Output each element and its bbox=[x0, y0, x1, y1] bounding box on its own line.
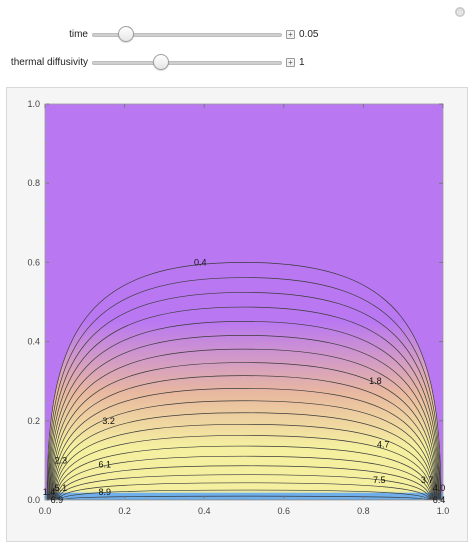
x-tick-label: 0.6 bbox=[278, 506, 291, 516]
contour-line bbox=[48, 306, 440, 500]
time-value: 0.05 bbox=[299, 29, 319, 40]
contour-line bbox=[51, 375, 437, 500]
y-tick-label: 0.8 bbox=[27, 178, 40, 188]
time-plus-icon[interactable]: + bbox=[286, 30, 295, 39]
contour-label: 2.3 bbox=[55, 455, 68, 465]
contour-label: 6.9 bbox=[51, 495, 64, 505]
contour-label: 6.4 bbox=[433, 495, 446, 505]
plot-panel: 0.0 0.2 0.4 0.6 0.8 1.0 0.0 0.2 0.4 0.6 0.8 1.0 0.4… bbox=[6, 87, 468, 542]
contour-label: 3.7 bbox=[421, 475, 434, 485]
contour-line bbox=[56, 455, 432, 500]
contour-line bbox=[50, 348, 438, 500]
y-tick-label: 0.6 bbox=[27, 257, 40, 267]
contour-line bbox=[53, 400, 435, 500]
contour-line bbox=[49, 321, 439, 500]
contour-line bbox=[47, 292, 441, 500]
x-tick-label: 0.8 bbox=[357, 506, 370, 516]
thermal-diffusivity-slider-track[interactable] bbox=[92, 61, 282, 65]
contour-line bbox=[51, 362, 437, 500]
contour-label: 5.1 bbox=[55, 483, 68, 493]
contour-label: 3.2 bbox=[102, 416, 115, 426]
thermal-diffusivity-slider-thumb[interactable] bbox=[152, 54, 169, 70]
time-slider-track[interactable] bbox=[92, 33, 282, 37]
contour-line bbox=[47, 277, 441, 500]
contour-line bbox=[55, 435, 433, 500]
time-slider[interactable] bbox=[92, 26, 282, 44]
contour-line bbox=[49, 335, 439, 500]
contour-line bbox=[46, 262, 442, 500]
y-tick-label: 1.0 bbox=[27, 99, 40, 109]
reset-icon[interactable]: ⊕ bbox=[455, 7, 465, 17]
contour-label: 1.4 bbox=[43, 487, 56, 497]
contour-line bbox=[53, 412, 435, 500]
thermal-diffusivity-slider[interactable] bbox=[92, 54, 282, 72]
x-tick-label: 1.0 bbox=[437, 506, 450, 516]
thermal-diffusivity-label: thermal diffusivity bbox=[10, 57, 88, 68]
contour-line bbox=[57, 474, 431, 500]
contour-line bbox=[59, 489, 429, 500]
contour-line bbox=[59, 495, 429, 500]
y-tick-label: 0.0 bbox=[27, 495, 40, 505]
contour-label: 6.1 bbox=[98, 459, 111, 469]
contour-line bbox=[57, 465, 431, 500]
contour-label: 4.0 bbox=[433, 483, 446, 493]
contour-label: 8.9 bbox=[98, 487, 111, 497]
contour-plot: 0.0 0.2 0.4 0.6 0.8 1.0 0.0 0.2 0.4 0.6 0.8 1.0 0.4… bbox=[27, 99, 450, 516]
time-label: time bbox=[69, 29, 88, 40]
contour-label: 1.8 bbox=[369, 376, 382, 386]
x-tick-label: 0.0 bbox=[39, 506, 52, 516]
contour-line bbox=[55, 445, 433, 500]
time-slider-thumb[interactable] bbox=[118, 26, 135, 42]
y-tick-label: 0.4 bbox=[27, 337, 40, 347]
contour-label: 4.7 bbox=[377, 440, 390, 450]
contour-label: 0.4 bbox=[194, 257, 207, 267]
contour-line bbox=[54, 423, 434, 500]
y-tick-label: 0.2 bbox=[27, 416, 40, 426]
contour-label: 7.5 bbox=[373, 475, 386, 485]
contour-line bbox=[52, 388, 436, 500]
thermal-diffusivity-value: 1 bbox=[299, 57, 305, 68]
x-tick-label: 0.2 bbox=[118, 506, 131, 516]
x-tick-label: 0.4 bbox=[198, 506, 211, 516]
thermal-diffusivity-plus-icon[interactable]: + bbox=[286, 58, 295, 67]
contour-line bbox=[58, 482, 430, 500]
